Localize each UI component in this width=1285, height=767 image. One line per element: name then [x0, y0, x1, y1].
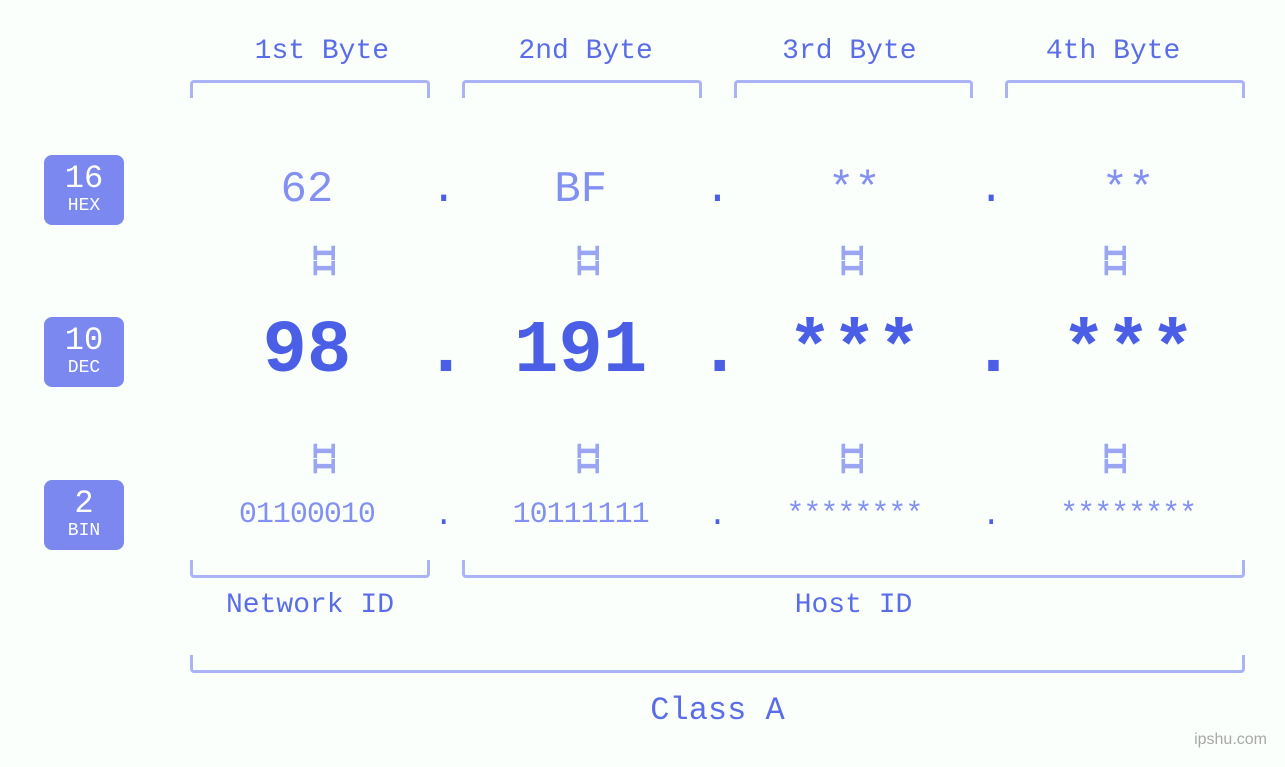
network-host-brackets — [190, 560, 1245, 578]
bracket-network — [190, 560, 430, 578]
dec-values: 98 . 191 . *** . *** — [190, 310, 1245, 394]
hex-values: 62 . BF . ** . ** — [190, 165, 1245, 215]
dec-dot-3: . — [971, 310, 1011, 394]
bin-byte-2: 10111111 — [464, 498, 698, 532]
bracket-top-1 — [190, 80, 430, 98]
row-dec: 10 DEC 98 . 191 . *** . *** — [0, 310, 1245, 394]
bracket-class — [190, 655, 1245, 673]
dec-dot-1: . — [424, 310, 464, 394]
byte-headers-row: 1st Byte 2nd Byte 3rd Byte 4th Byte — [190, 36, 1245, 67]
hex-dot-1: . — [424, 165, 464, 215]
hex-dot-3: . — [971, 165, 1011, 215]
byte-header-4: 4th Byte — [981, 36, 1245, 67]
badge-bin: 2 BIN — [44, 480, 124, 550]
bracket-top-4 — [1005, 80, 1245, 98]
hex-dot-2: . — [698, 165, 738, 215]
badge-dec-label: DEC — [44, 359, 124, 377]
badge-hex: 16 HEX — [44, 155, 124, 225]
bracket-top-2 — [462, 80, 702, 98]
bin-values: 01100010 . 10111111 . ******** . *******… — [190, 497, 1245, 534]
badge-hex-num: 16 — [44, 163, 124, 195]
bracket-top-3 — [734, 80, 974, 98]
bin-dot-1: . — [424, 497, 464, 534]
row-hex: 16 HEX 62 . BF . ** . ** — [0, 155, 1245, 225]
bin-byte-1: 01100010 — [190, 498, 424, 532]
badge-dec-num: 10 — [44, 325, 124, 357]
badge-bin-label: BIN — [44, 522, 124, 540]
equals-row-2: II II II II — [190, 438, 1245, 475]
byte-header-1: 1st Byte — [190, 36, 454, 67]
row-bin: 2 BIN 01100010 . 10111111 . ******** . *… — [0, 480, 1245, 550]
byte-header-2: 2nd Byte — [454, 36, 718, 67]
byte-header-3: 3rd Byte — [718, 36, 982, 67]
bin-dot-2: . — [698, 497, 738, 534]
watermark: ipshu.com — [1194, 731, 1267, 749]
bracket-host — [462, 560, 1245, 578]
bin-dot-3: . — [971, 497, 1011, 534]
badge-hex-label: HEX — [44, 197, 124, 215]
badge-bin-num: 2 — [44, 488, 124, 520]
label-class: Class A — [190, 692, 1245, 729]
byte-brackets-top — [190, 80, 1245, 98]
bin-byte-4: ******** — [1011, 498, 1245, 532]
label-network: Network ID — [190, 590, 430, 621]
label-host: Host ID — [462, 590, 1245, 621]
dec-dot-2: . — [698, 310, 738, 394]
badge-dec: 10 DEC — [44, 317, 124, 387]
equals-row-1: II II II II — [190, 240, 1245, 277]
network-host-labels: Network ID Host ID — [190, 590, 1245, 621]
bin-byte-3: ******** — [738, 498, 972, 532]
